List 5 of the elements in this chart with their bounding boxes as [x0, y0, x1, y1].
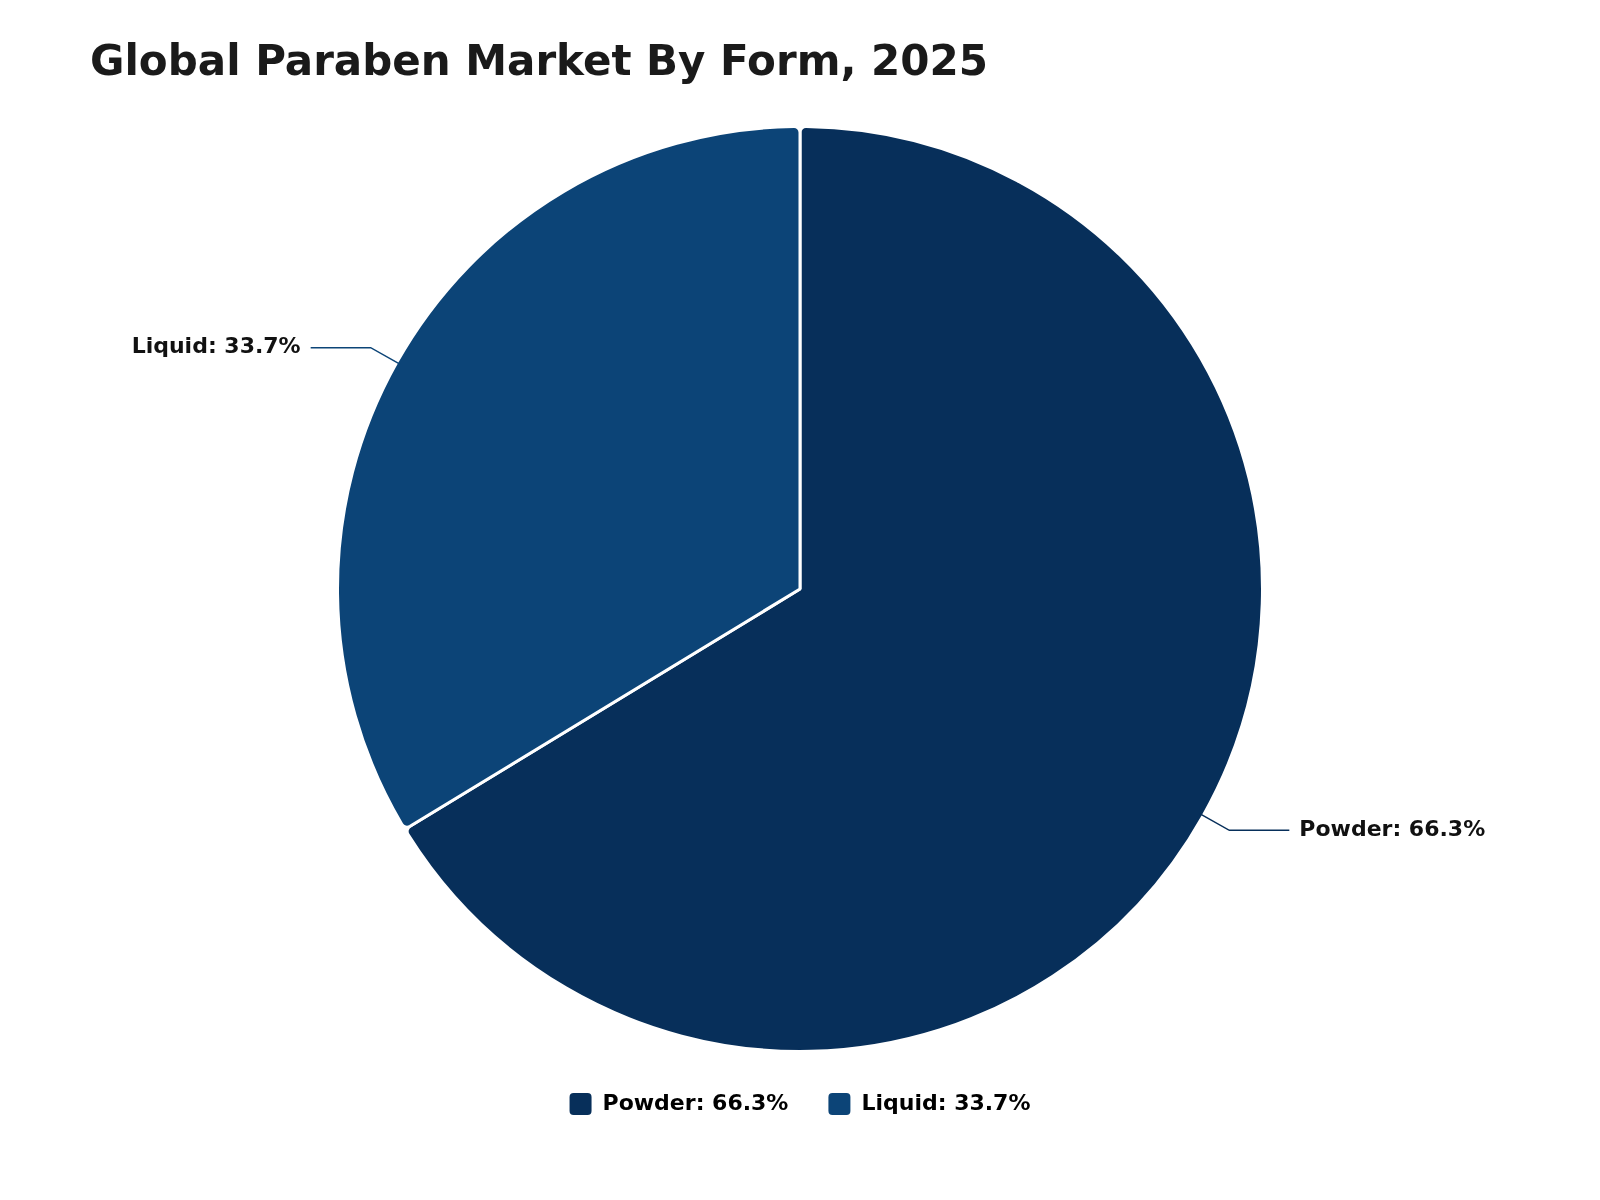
legend-label: Powder: 66.3% — [602, 1089, 789, 1115]
chart-title: Global Paraben Market By Form, 2025 — [90, 36, 989, 85]
legend-label: Liquid: 33.7% — [861, 1089, 1031, 1115]
slice-label: Powder: 66.3% — [1299, 816, 1486, 842]
slice-label: Liquid: 33.7% — [131, 333, 301, 359]
